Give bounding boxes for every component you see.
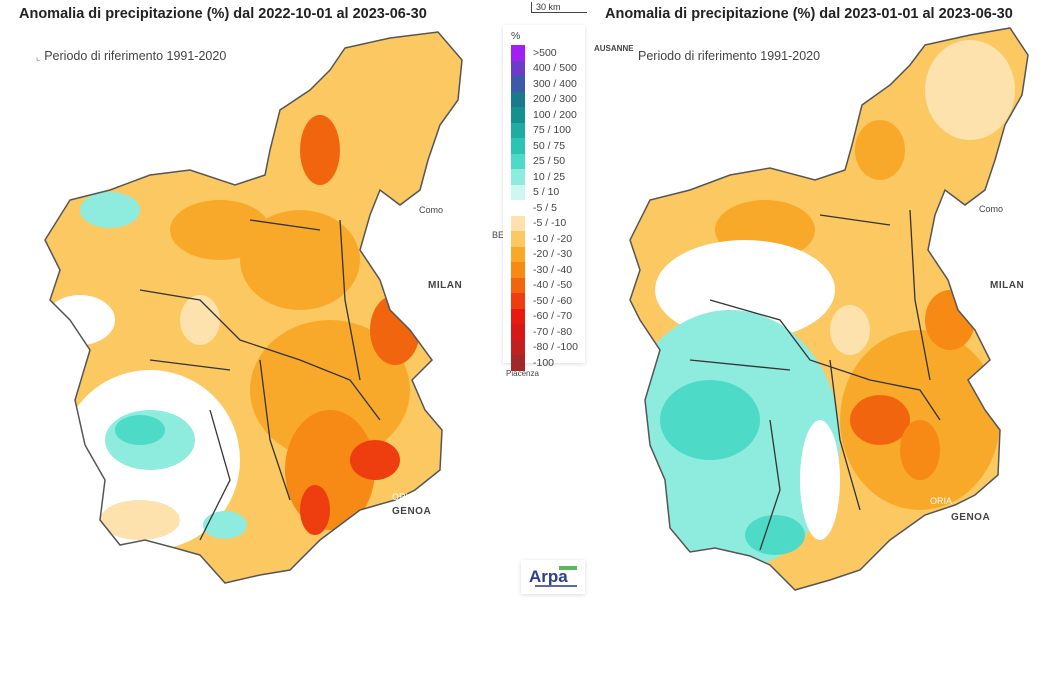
legend-item: 5 / 10 [511, 184, 560, 200]
legend-swatch [511, 308, 525, 324]
legend-swatch [511, 277, 525, 293]
legend-swatch [511, 107, 525, 123]
legend-label: -20 / -30 [533, 248, 573, 261]
city-label-piacenza: Piacenza [506, 369, 539, 378]
city-label-milan-right: MILAN [990, 280, 1025, 291]
legend-label: 200 / 300 [533, 93, 577, 106]
reference-text: Periodo di riferimento 1991-2020 [44, 49, 227, 63]
legend-label: 5 / 10 [533, 186, 560, 199]
city-label-milan: MILAN [428, 280, 463, 291]
legend-item: 100 / 200 [511, 107, 577, 123]
legend-swatch [511, 215, 525, 231]
city-label-como-right: Como [979, 204, 1004, 214]
legend-item: -10 / -20 [511, 231, 572, 247]
anomaly-field [45, 32, 462, 583]
city-label-lausanne: AUSANNE [594, 44, 634, 53]
legend: % >500 400 / 500 300 / 400 200 / 300 100 / 2… [503, 25, 585, 371]
legend-swatch [511, 153, 525, 169]
legend-swatch [511, 355, 525, 371]
legend-swatch [511, 231, 525, 247]
legend-unit: % [511, 30, 521, 42]
legend-swatch [511, 60, 525, 76]
legend-swatch [511, 324, 525, 340]
scale-bar: 30 km [531, 2, 587, 13]
legend-swatch [511, 339, 525, 355]
legend-item: 50 / 75 [511, 138, 565, 154]
legend-swatch [511, 169, 525, 185]
city-label-como: Como [419, 205, 444, 215]
legend-label: -5 / -10 [533, 217, 567, 230]
map-title-left: Anomalia di precipitazione (%) dal 2022-… [19, 6, 427, 22]
legend-label: -40 / -50 [533, 279, 573, 292]
legend-label: -10 / -20 [533, 232, 573, 245]
legend-marker-icon: ⌞ [36, 52, 41, 62]
legend-label: -30 / -40 [533, 263, 573, 276]
legend-item: 300 / 400 [511, 76, 577, 92]
legend-swatch [511, 200, 525, 216]
svg-text:Arpa: Arpa [529, 567, 568, 586]
legend-item: 400 / 500 [511, 60, 577, 76]
arpa-logo-icon: Arpa [529, 566, 577, 587]
legend-label: -100 [533, 356, 555, 369]
city-label-alessandria: ORIA [392, 492, 415, 502]
precip-map-right[interactable] [590, 0, 1056, 620]
city-label-bergamo: BE [492, 230, 505, 240]
legend-item: >500 [511, 45, 557, 61]
legend-item: -100 [511, 355, 554, 371]
legend-swatch [511, 45, 525, 61]
legend-label: 50 / 75 [533, 139, 566, 152]
legend-item: -80 / -100 [511, 339, 578, 355]
legend-label: -5 / 5 [533, 201, 557, 214]
reference-period-left: ⌞ Periodo di riferimento 1991-2020 [36, 49, 226, 63]
legend-item: -5 / 5 [511, 200, 557, 216]
legend-item: -20 / -30 [511, 246, 573, 262]
legend-item: -50 / -60 [511, 293, 572, 309]
legend-swatch [511, 184, 525, 200]
legend-label: -80 / -100 [533, 341, 578, 354]
legend-item: 25 / 50 [511, 153, 566, 169]
legend-item: 200 / 300 [511, 91, 577, 107]
legend-item: -30 / -40 [511, 262, 572, 278]
legend-swatch [511, 76, 525, 92]
legend-swatch [511, 246, 525, 262]
city-label-genoa-right: GENOA [951, 512, 991, 523]
legend-swatch [511, 91, 525, 107]
legend-label: -60 / -70 [533, 310, 573, 323]
legend-label: >500 [533, 46, 557, 59]
legend-swatch [511, 138, 525, 154]
legend-label: 400 / 500 [533, 62, 577, 75]
legend-item: -40 / -50 [511, 277, 573, 293]
precip-map-left[interactable] [0, 0, 500, 620]
reference-period-right: Periodo di riferimento 1991-2020 [638, 49, 821, 63]
legend-swatch [511, 262, 525, 278]
arpa-logo[interactable]: Arpa [521, 560, 585, 594]
anomaly-field [630, 28, 1028, 590]
legend-label: 25 / 50 [533, 155, 566, 168]
legend-swatch [511, 122, 525, 138]
province-borders [139, 219, 381, 541]
legend-item: -60 / -70 [511, 308, 573, 324]
legend-label: 300 / 400 [533, 77, 577, 90]
legend-label: 10 / 25 [533, 170, 566, 183]
city-label-genoa: GENOA [392, 506, 432, 517]
map-title-right: Anomalia di precipitazione (%) dal 2023-… [605, 6, 1013, 22]
legend-label: 75 / 100 [533, 124, 571, 137]
legend-label: 100 / 200 [533, 108, 577, 121]
legend-label: -50 / -60 [533, 294, 573, 307]
legend-item: 10 / 25 [511, 169, 565, 185]
legend-item: -5 / -10 [511, 215, 567, 231]
legend-item: 75 / 100 [511, 122, 571, 138]
province-borders [689, 209, 941, 551]
legend-swatch [511, 293, 525, 309]
legend-label: -70 / -80 [533, 325, 573, 338]
city-label-alessandria-right: ORIA [930, 496, 953, 506]
legend-item: -70 / -80 [511, 324, 572, 340]
